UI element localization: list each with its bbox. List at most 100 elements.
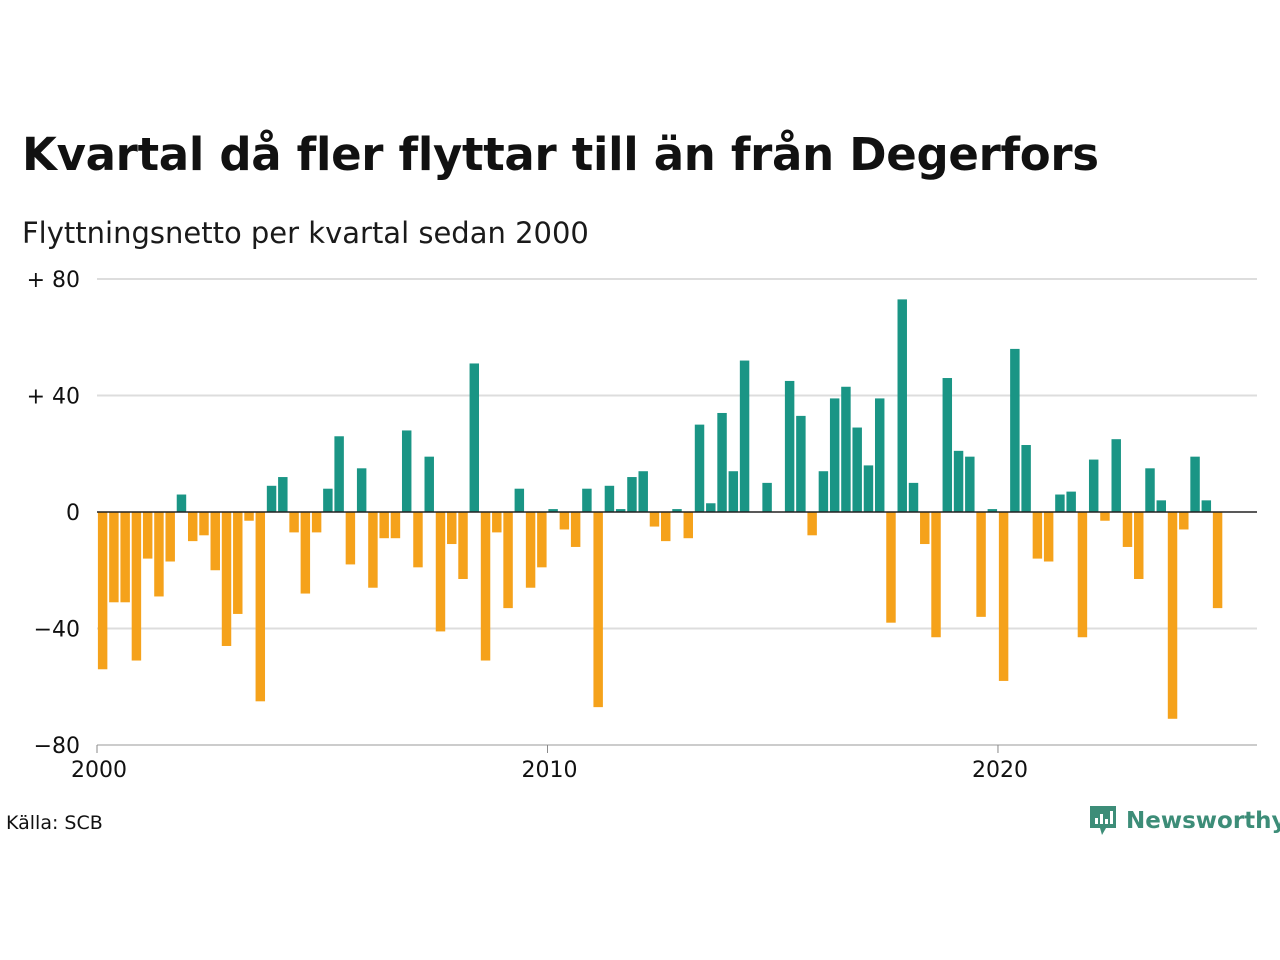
bar: [334, 436, 344, 512]
newsworthy-logo: Newsworthy: [1088, 804, 1280, 838]
bar: [784, 380, 795, 512]
bar: [829, 398, 840, 512]
bar: [987, 509, 998, 512]
bar: [255, 512, 266, 702]
bar: [604, 485, 615, 512]
bar: [142, 512, 153, 559]
bar: [1010, 348, 1020, 512]
bar: [458, 512, 468, 579]
y-tick-label: −40: [34, 618, 80, 643]
bar: [266, 485, 277, 512]
bar: [649, 512, 660, 527]
y-tick-label: + 80: [27, 268, 80, 293]
bar: [1122, 512, 1133, 547]
bar: [638, 471, 648, 512]
bar: [548, 509, 558, 512]
x-tick-label: 2010: [521, 758, 577, 783]
chart-title: Kvartal då fler flyttar till än från Deg…: [22, 128, 1099, 181]
bar: [1201, 500, 1212, 512]
bar: [537, 512, 547, 568]
bar: [379, 512, 389, 539]
x-tick-label: 2020: [972, 758, 1028, 783]
bar: [503, 512, 513, 609]
bar: [593, 512, 603, 708]
bar: [187, 512, 198, 542]
bar: [210, 512, 220, 571]
bar: [661, 512, 671, 542]
bar: [289, 512, 299, 533]
bar: [221, 512, 232, 646]
bar: [233, 512, 243, 614]
bar: [131, 512, 142, 661]
bar: [1190, 456, 1200, 512]
bar: [762, 482, 772, 512]
bar: [154, 512, 164, 597]
bar: [570, 512, 581, 547]
bar: [807, 512, 817, 536]
bar: [1212, 512, 1223, 609]
bar: [615, 509, 626, 512]
bar: [435, 512, 446, 632]
bar: [469, 363, 480, 512]
bar: [998, 512, 1009, 681]
bar: [1167, 512, 1178, 719]
bar: [356, 468, 367, 512]
bar: [897, 299, 907, 512]
bar: [874, 398, 885, 512]
bar: [863, 465, 874, 512]
bar: [1145, 468, 1155, 512]
bar: [1134, 512, 1144, 579]
bar: [311, 512, 322, 533]
bar: [582, 488, 592, 512]
bar: [1156, 500, 1167, 512]
bar: [931, 512, 941, 638]
bar: [120, 512, 130, 603]
bar: [323, 488, 333, 512]
bar: [1179, 512, 1189, 530]
bar: [841, 386, 851, 512]
bar: [683, 512, 693, 539]
bar: [514, 488, 525, 512]
bar: [920, 512, 930, 545]
bars: [97, 299, 1223, 719]
bar: [886, 512, 896, 623]
bar: [199, 512, 209, 536]
bar: [424, 456, 434, 512]
bar: [717, 412, 727, 512]
bar: [953, 450, 964, 512]
bar: [345, 512, 356, 565]
bar: [1021, 445, 1031, 512]
bar: [706, 503, 716, 512]
y-tick-label: 0: [66, 501, 80, 526]
bar: [1100, 512, 1110, 521]
bar: [525, 512, 536, 588]
bar: [818, 471, 829, 512]
bar: [852, 427, 862, 512]
bar: [480, 512, 491, 661]
bar: [976, 512, 986, 617]
bar: [965, 456, 975, 512]
bar: [942, 378, 953, 512]
bar: [1088, 459, 1099, 512]
bar: [1066, 491, 1076, 512]
newsworthy-icon: [1090, 806, 1116, 835]
bar: [492, 512, 502, 533]
bar: [728, 471, 739, 512]
bar: [1032, 512, 1043, 559]
bar: [109, 512, 119, 603]
bar: [278, 477, 288, 512]
y-tick-label: + 40: [27, 385, 80, 410]
bar: [390, 512, 401, 539]
bar: [908, 482, 919, 512]
bar: [672, 509, 682, 512]
x-tick-label: 2000: [71, 758, 127, 783]
bar: [694, 424, 705, 512]
bar: [97, 512, 108, 670]
bar: [1077, 512, 1088, 638]
bar: [244, 512, 254, 521]
bar: [559, 512, 570, 530]
bar: [627, 477, 637, 512]
bar: [1111, 439, 1121, 512]
